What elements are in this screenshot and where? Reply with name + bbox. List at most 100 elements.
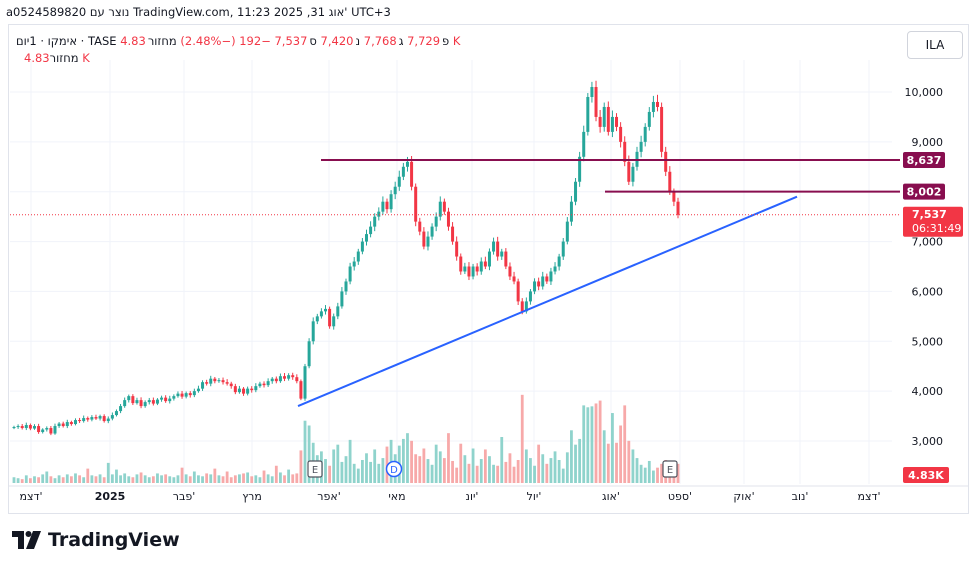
- candle-body: [196, 388, 200, 392]
- chart-frame: [8, 24, 969, 514]
- volume-bar: [676, 463, 680, 483]
- volume-bar: [209, 474, 213, 483]
- volume-bar: [348, 439, 352, 483]
- candle-body: [151, 400, 155, 404]
- volume-bar: [619, 425, 623, 483]
- volume-bar: [225, 471, 229, 483]
- volume-bar: [635, 458, 639, 483]
- candle-body: [164, 397, 168, 402]
- candle-body: [586, 96, 590, 132]
- volume-bar: [496, 465, 500, 483]
- volume-bar: [156, 473, 159, 483]
- volume-bar: [467, 463, 471, 483]
- candle-body: [574, 181, 578, 202]
- candle-body: [155, 399, 159, 404]
- candle-body: [143, 402, 147, 407]
- candle-body: [340, 291, 344, 307]
- currency-button[interactable]: ILA: [907, 31, 963, 59]
- volume-bar: [20, 479, 24, 483]
- tradingview-logo[interactable]: TradingView: [12, 529, 180, 551]
- candle-body: [627, 161, 631, 182]
- volume-bar: [258, 477, 262, 483]
- candle-body: [266, 381, 270, 386]
- dividend-marker: [385, 460, 403, 478]
- volume-row-label: מחזור: [49, 51, 79, 65]
- volume-bar: [274, 465, 278, 483]
- volume-bar: [529, 458, 532, 483]
- symbol-label[interactable]: אימקו · 1יום · TASE: [16, 34, 117, 48]
- candle-body: [242, 388, 246, 394]
- tradingview-wordmark: TradingView: [48, 529, 180, 551]
- last-price-label: 7,537: [912, 208, 947, 221]
- candle-body: [508, 266, 512, 277]
- candle-body: [455, 241, 459, 257]
- candle-body: [229, 383, 233, 387]
- volume-bar: [652, 470, 655, 483]
- trend-line: [297, 195, 798, 408]
- volume-bar: [586, 407, 590, 483]
- volume-bar: [369, 461, 372, 483]
- candle-body: [188, 393, 192, 396]
- candle-body: [664, 151, 668, 172]
- candle-body: [487, 251, 491, 267]
- candle-body: [344, 281, 348, 292]
- candle-body: [213, 378, 217, 382]
- candle-body: [328, 308, 332, 327]
- candle-body: [446, 211, 450, 227]
- time-tick-label: אוק': [733, 490, 754, 503]
- candle-body: [291, 375, 295, 378]
- level-badge-label: 8,002: [907, 186, 942, 199]
- volume-legend: מחזור4.83 K: [16, 51, 90, 65]
- last-price-badge: [903, 206, 963, 237]
- volume-bar: [639, 464, 643, 483]
- price-chart[interactable]: EDE 10,0009,0008,0007,0006,0005,0004,000…: [0, 0, 979, 520]
- earnings-marker: [307, 460, 323, 478]
- volume-bar: [561, 468, 565, 483]
- tradingview-logo-icon: [12, 531, 41, 549]
- candle-body: [307, 341, 311, 367]
- candle-body: [524, 301, 528, 312]
- candle-body: [319, 311, 323, 317]
- volume-bar: [238, 474, 241, 483]
- candle-body: [287, 375, 291, 379]
- candle-body: [615, 116, 619, 127]
- candle-body: [356, 251, 360, 262]
- level-badge-label: 8,637: [907, 154, 942, 167]
- candle-body: [364, 234, 368, 242]
- candle-body: [676, 201, 680, 215]
- candle-body: [315, 316, 319, 322]
- volume-bar: [422, 448, 426, 483]
- volume-bar: [57, 475, 61, 483]
- volume-bar: [328, 465, 332, 483]
- candle-body: [283, 376, 287, 379]
- candle-body: [504, 251, 508, 267]
- candle-body: [78, 420, 82, 422]
- volume-badge: [903, 467, 949, 483]
- candle-body: [352, 261, 356, 267]
- level-badge: [903, 151, 945, 168]
- candle-body: [434, 216, 438, 227]
- candle-body: [254, 386, 258, 391]
- candle-body: [135, 400, 139, 404]
- bar-countdown-label: 06:31:49: [912, 222, 961, 235]
- volume-bar: [94, 476, 98, 483]
- price-tick-label: 7,000: [912, 236, 944, 249]
- volume-bar: [41, 474, 45, 483]
- candle-body: [205, 382, 209, 384]
- candle-body: [369, 226, 373, 235]
- time-tick-label: יונ': [466, 490, 479, 503]
- candle-body: [647, 111, 651, 127]
- candle-body: [381, 201, 385, 212]
- candle-body: [131, 396, 135, 404]
- volume-bar: [147, 477, 151, 483]
- candle-body: [430, 226, 434, 237]
- earnings-marker-label: E: [667, 465, 673, 476]
- candle-body: [246, 388, 250, 394]
- price-tick-label: 10,000: [905, 86, 944, 99]
- volume-bar: [631, 449, 635, 483]
- volume-bar: [578, 438, 582, 483]
- close-label: ס: [309, 34, 317, 48]
- candle-body: [250, 388, 254, 391]
- volume-bar: [176, 475, 180, 483]
